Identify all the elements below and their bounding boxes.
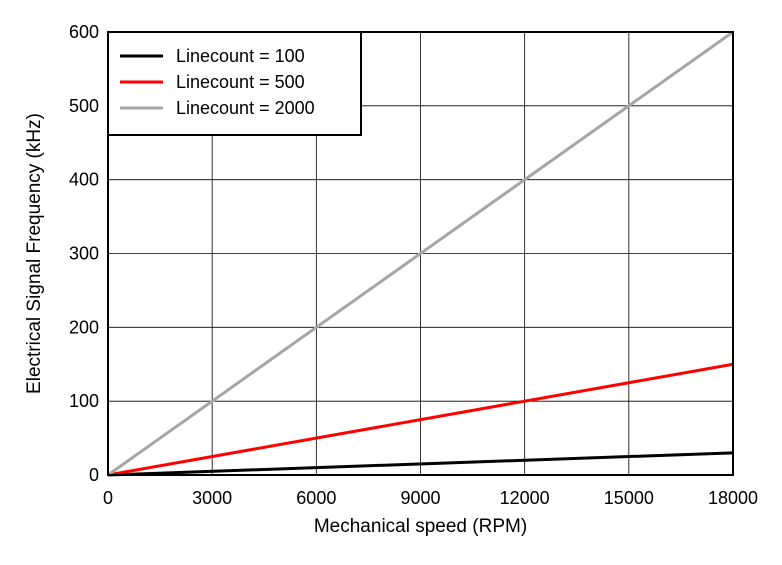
y-axis-title: Electrical Signal Frequency (kHz): [24, 113, 45, 394]
x-tick-label: 12000: [500, 488, 550, 508]
x-tick-label: 9000: [400, 488, 440, 508]
x-axis-title: Mechanical speed (RPM): [314, 516, 527, 537]
x-tick-label: 6000: [296, 488, 336, 508]
y-tick-label: 500: [69, 96, 99, 116]
x-tick-label: 18000: [708, 488, 758, 508]
legend-label-1: Linecount = 100: [176, 46, 305, 66]
series-line-2: [107, 362, 734, 477]
y-tick-label: 100: [69, 391, 99, 411]
series-line-3: [107, 30, 734, 477]
series-line-1: [107, 451, 734, 477]
y-tick-label: 0: [89, 465, 99, 485]
y-tick-label: 300: [69, 244, 99, 264]
plot-frame: [107, 31, 734, 476]
y-tick-label: 600: [69, 22, 99, 42]
legend-label-3: Linecount = 2000: [176, 98, 315, 118]
y-tick-label: 400: [69, 170, 99, 190]
x-tick-label: 15000: [604, 488, 654, 508]
y-tick-label: 200: [69, 317, 99, 337]
legend-label-2: Linecount = 500: [176, 72, 305, 92]
x-tick-label: 0: [103, 488, 113, 508]
x-tick-label: 3000: [192, 488, 232, 508]
